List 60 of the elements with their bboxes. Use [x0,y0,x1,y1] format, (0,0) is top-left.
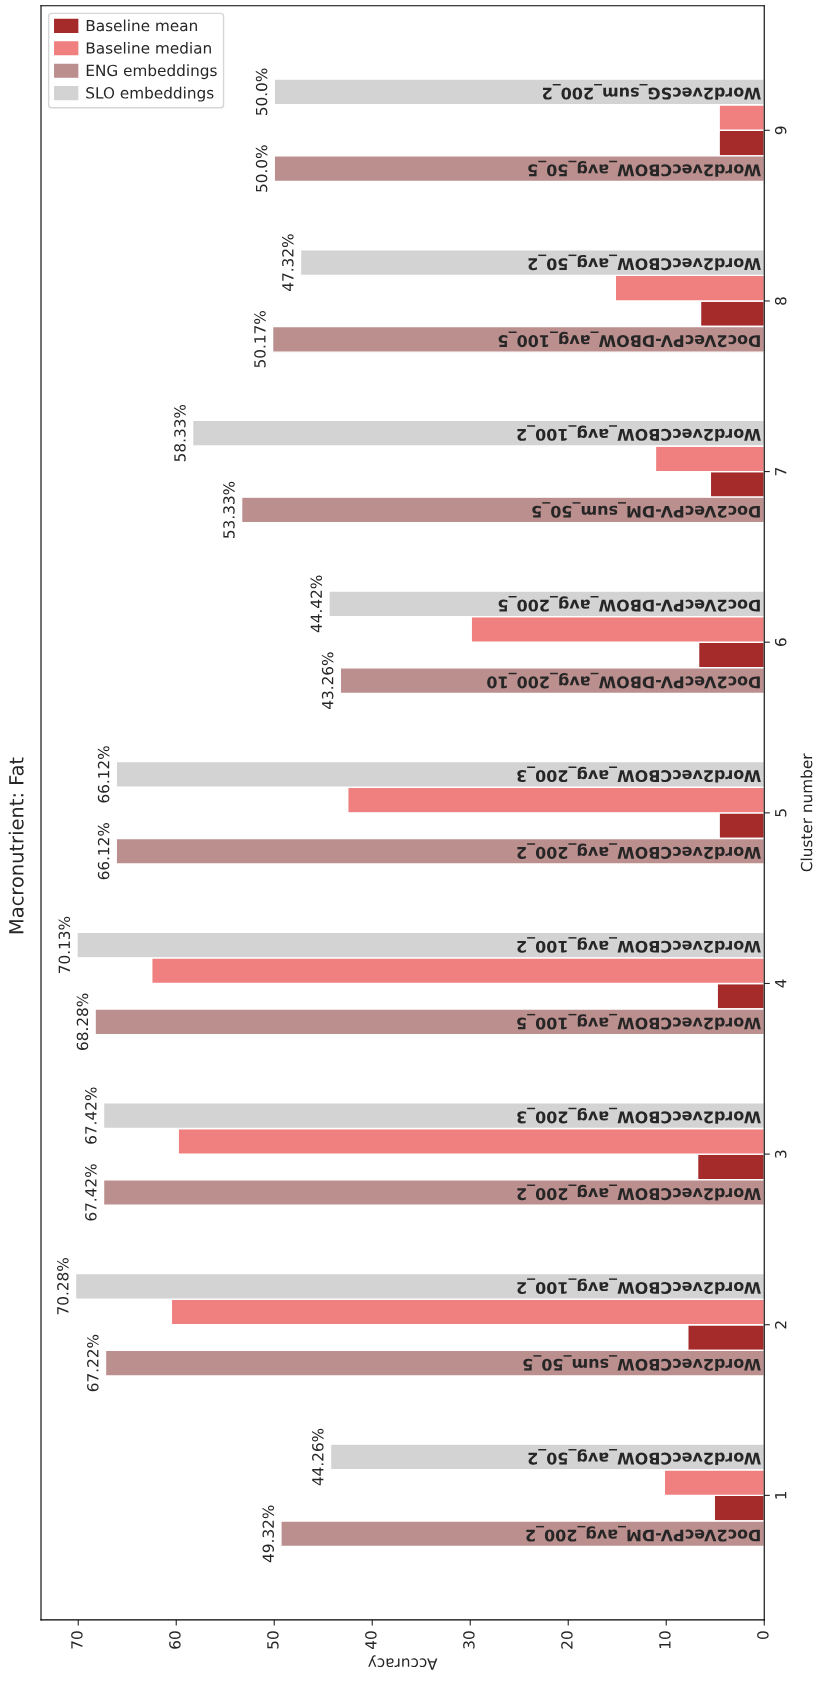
annotation: Word2vecCBOW_avg_50_2 [528,1449,761,1465]
data-label: 50.0% [255,68,268,116]
data-label: 58.33% [174,404,186,462]
data-label: 68.28% [76,993,89,1050]
y-tick-label: 7 [775,468,787,476]
annotation: Word2vecCBOW_avg_100_5 [517,1013,761,1030]
y-tick-label: 4 [775,979,787,988]
data-label: 67.42% [85,1164,97,1221]
x-tick-label: 40 [365,1631,377,1650]
x-tick-label: 30 [463,1631,475,1649]
text: Macronutrient: Fat [8,757,24,934]
annotation: Word2vecCBOW_avg_200_3 [517,1107,761,1124]
data-label: 66.12% [97,746,110,803]
data-label: 44.42% [310,575,323,633]
annotation: Word2vecCBOW_avg_200_2 [517,843,761,860]
annotation: Word2vecCBOW_sum_50_5 [523,1355,761,1372]
y-tick-label: 3 [774,1150,787,1158]
annotation: Word2vecCBOW_avg_200_3 [517,766,761,783]
annotation: Word2vecCBOW_avg_200_2 [517,1184,761,1201]
annotation: Doc2VecPV-DM_avg_200_2 [526,1525,760,1542]
y-tick-label: 5 [775,809,787,817]
data-label: 67.42% [85,1087,97,1144]
data-label: 66.12% [97,822,110,880]
legend-label: Baseline mean [86,19,197,32]
annotation: Word2vecCBOW_avg_50_5 [528,160,761,177]
annotation: Doc2VecPV-DBOW_avg_200_10 [487,672,760,689]
y-tick-label: 1 [775,1491,787,1499]
data-label: 67.22% [87,1334,99,1392]
data-label: 43.26% [321,652,334,709]
annotation: Word2vecCBOW_avg_100_2 [517,937,761,954]
y-tick-label: 9 [774,126,787,135]
legend-label: ENG embeddings [86,64,217,80]
data-label: 44.26% [312,1428,324,1486]
legend-label: SLO embeddings [86,86,214,102]
annotation: Word2vecCBOW_avg_100_2 [517,1278,761,1295]
legend-label: Baseline median [86,41,211,54]
y-tick-label: 6 [774,638,787,646]
x-tick-label: 60 [169,1631,181,1649]
data-label: 70.13% [58,916,71,973]
x-axis-title: Accuracy [368,1655,438,1670]
annotation: Word2vecCBOW_avg_50_2 [528,254,761,271]
data-label: 53.33% [223,481,235,538]
annotation: Doc2VecPV-DBOW_avg_200_5 [498,596,760,612]
x-tick-label: 0 [757,1631,769,1640]
y-tick-label: 8 [774,297,787,305]
annotation: Doc2VecPV-DM_sum_50_5 [532,502,760,518]
annotation: Word2vecSG_sum_200_2 [542,83,761,100]
y-axis-title: Cluster number [800,753,813,872]
annotation: Doc2VecPV-DBOW_avg_100_5 [498,331,760,348]
x-tick-label: 10 [659,1631,671,1649]
x-tick-label: 70 [71,1631,83,1649]
annotation: Word2vecCBOW_avg_100_2 [517,425,761,442]
data-label: 47.32% [282,234,294,291]
data-label: 50.17% [254,311,266,368]
y-tick-label: 2 [774,1321,787,1329]
data-label: 50.0% [255,145,268,192]
x-tick-label: 50 [267,1631,279,1649]
data-label: 70.28% [57,1258,69,1315]
data-label: 49.32% [262,1505,275,1563]
x-tick-label: 20 [561,1631,573,1649]
